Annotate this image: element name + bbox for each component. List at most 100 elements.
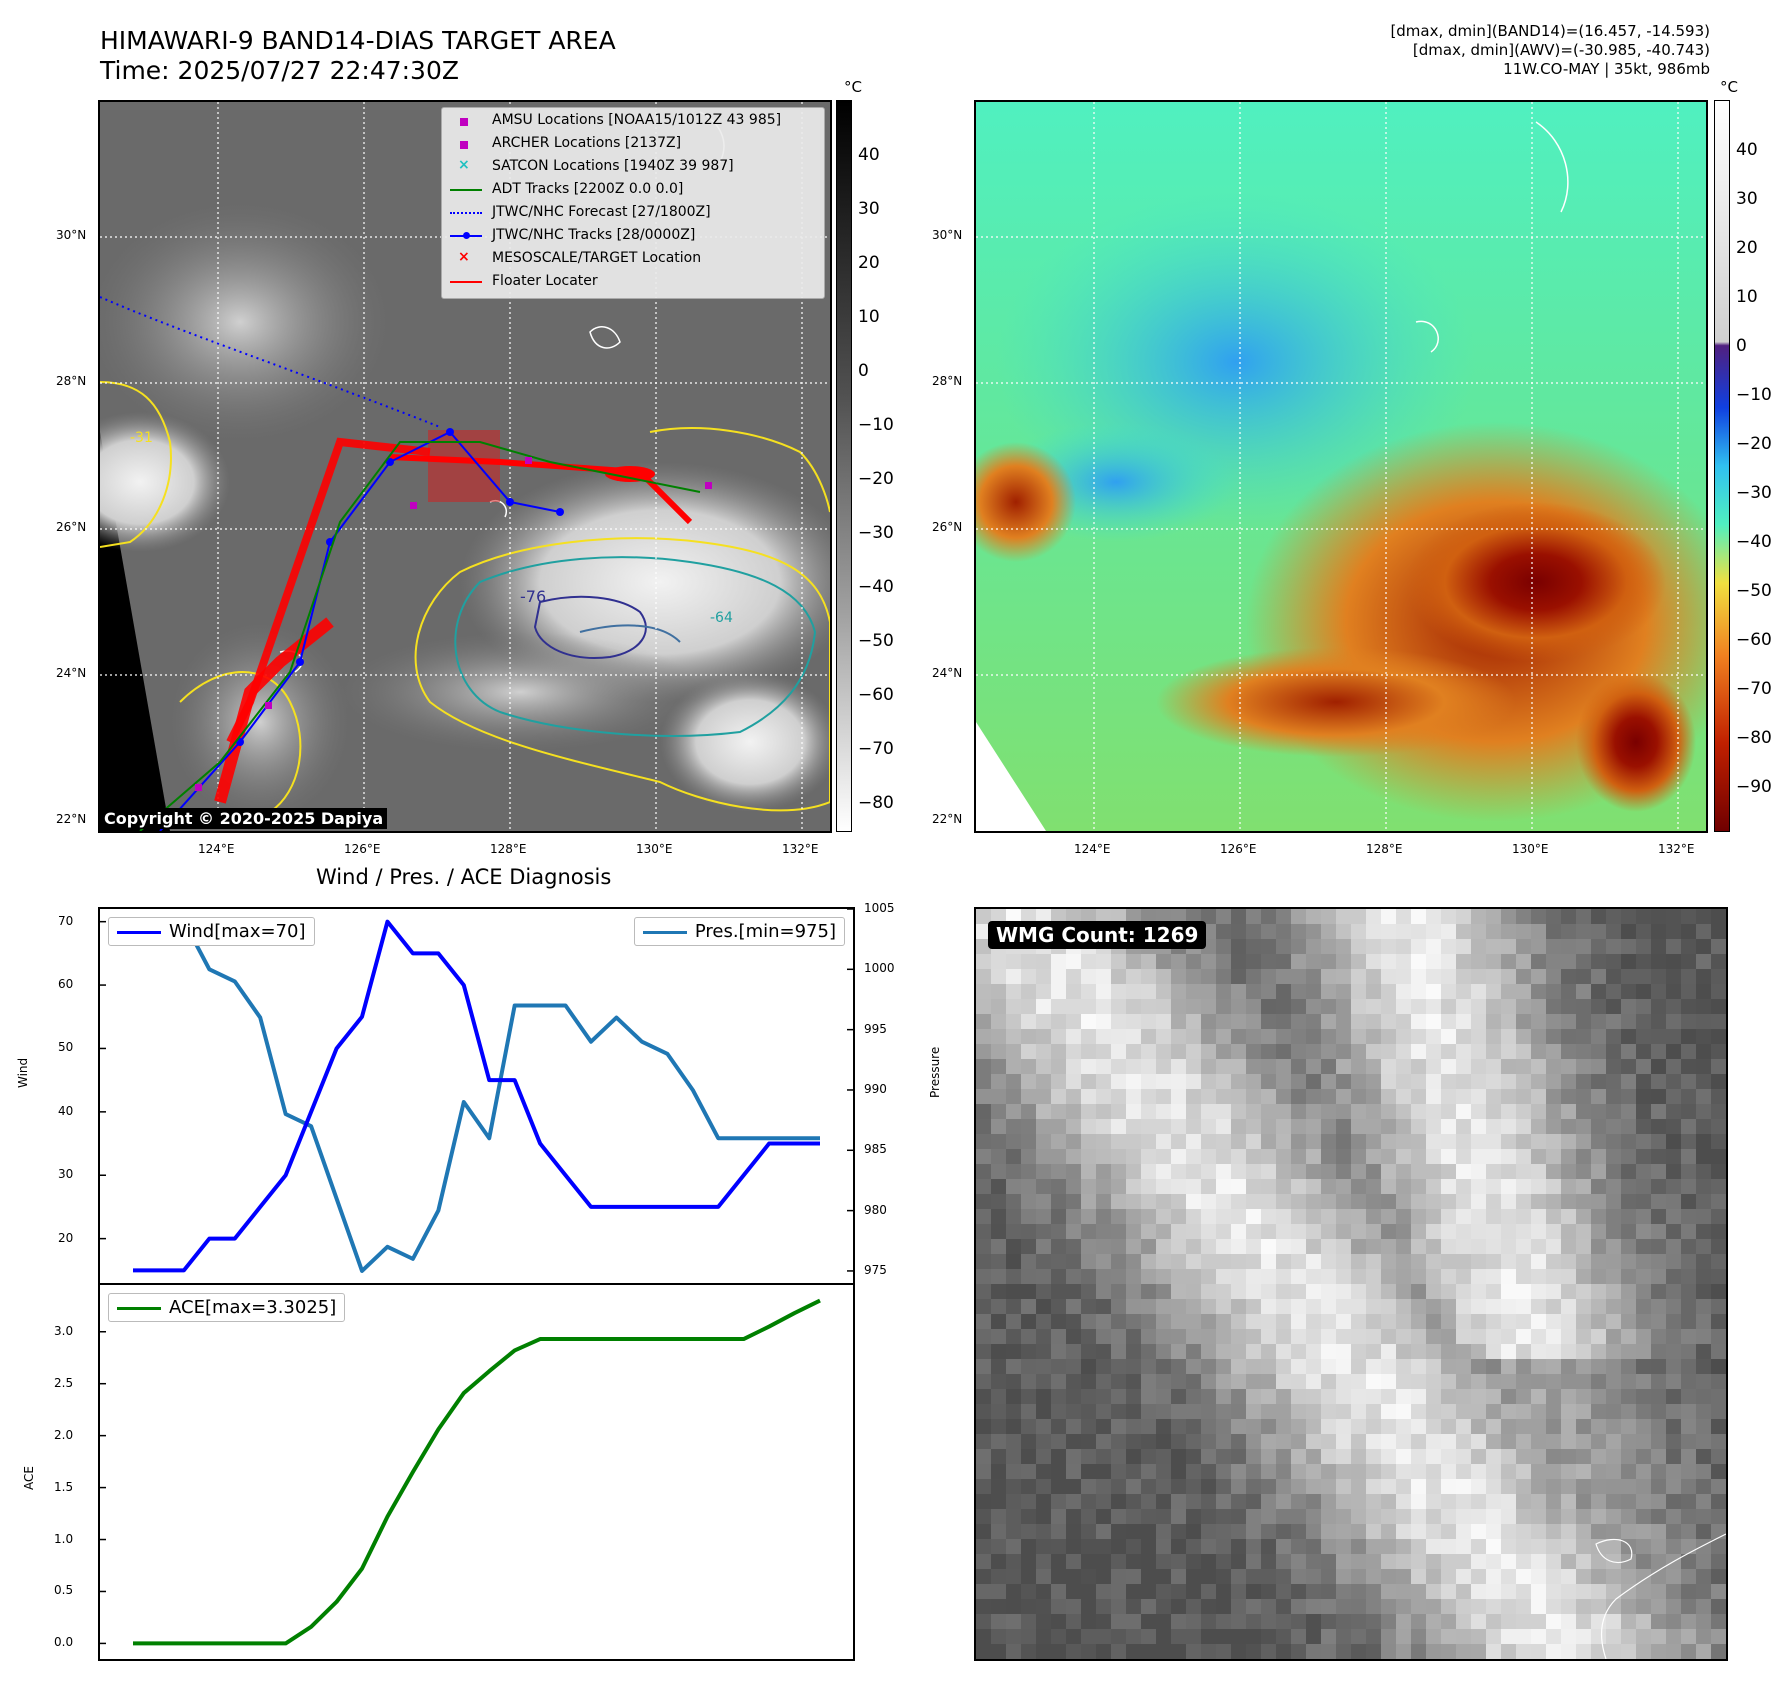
wind-legend: Wind[max=70] (108, 917, 315, 946)
legend-label: Floater Locater (492, 273, 598, 289)
colorbar-tick: 20 (1736, 238, 1758, 258)
island-coastline (1415, 320, 1439, 353)
colorbar-tick: −10 (1736, 385, 1772, 405)
wind-series-line (133, 919, 820, 1273)
wind-tick: 40 (58, 1103, 74, 1118)
island-coastline (1595, 1533, 1726, 1659)
lon-label: 126°E (344, 842, 381, 856)
colorbar-unit: °C (1720, 78, 1738, 96)
colorbar-tick: 20 (858, 253, 880, 273)
legend-symbol-track-dot (463, 232, 470, 239)
ace-axis-label: ACE (22, 1466, 36, 1490)
wmg-pixel-grid (976, 909, 1726, 1659)
colorbar-tick: −70 (1736, 679, 1772, 699)
wmg-count-badge: WMG Count: 1269 (988, 921, 1207, 949)
legend-symbol-floater (450, 281, 482, 283)
amsu-archer-points (195, 457, 712, 791)
contour-label: -31 (130, 430, 153, 446)
colorbar-tick: −30 (1736, 483, 1772, 503)
pressure-tick: 980 (864, 1202, 887, 1217)
contour-label: -76 (520, 587, 546, 606)
colorbar-tick: −10 (858, 415, 894, 435)
legend-symbol-amsu (460, 118, 468, 126)
contour-yellow (414, 537, 830, 812)
storm-core (1406, 502, 1666, 662)
colorbar-tick: 40 (1736, 140, 1758, 160)
colorbar-tick: −60 (1736, 630, 1772, 650)
pressure-legend: Pres.[min=975] (633, 917, 845, 946)
island-coastline (589, 326, 621, 349)
ace-tick: 3.0 (54, 1323, 74, 1338)
pressure-legend-label: Pres.[min=975] (694, 921, 836, 942)
colorbar-tick: −50 (1736, 581, 1772, 601)
wind-pressure-chart: Wind[max=70] Pres.[min=975] (98, 907, 855, 1285)
title-line-1: HIMAWARI-9 BAND14-DIAS TARGET AREA (100, 26, 616, 55)
storm-core (1576, 672, 1696, 812)
legend-label: JTWC/NHC Tracks [28/0000Z] (492, 227, 696, 243)
enhanced-colorbar (1714, 100, 1730, 832)
colorbar-tick: −90 (1736, 777, 1772, 797)
ace-tick: 1.5 (54, 1479, 74, 1494)
lat-label: 28°N (56, 374, 87, 388)
lat-label: 30°N (932, 228, 963, 242)
lon-label: 132°E (1658, 842, 1695, 856)
colorbar-tick: −20 (858, 469, 894, 489)
colorbar-tick: 30 (858, 199, 880, 219)
wind-tick: 70 (58, 913, 74, 928)
target-area-box (428, 430, 500, 502)
diagnosis-title: Wind / Pres. / ACE Diagnosis (316, 865, 612, 889)
ace-legend-line (117, 1307, 161, 1310)
ace-legend: ACE[max=3.3025] (108, 1293, 346, 1322)
enhanced-ir-panel (974, 100, 1708, 833)
wind-tick: 50 (58, 1040, 74, 1055)
lon-label: 128°E (490, 842, 527, 856)
ir-colorbar (836, 100, 852, 832)
colorbar-tick: 10 (1736, 287, 1758, 307)
lon-label: 130°E (1512, 842, 1549, 856)
adt-track (139, 441, 701, 831)
colorbar-tick: −30 (858, 523, 894, 543)
lat-label: 28°N (932, 374, 963, 388)
colorbar-tick: −70 (858, 739, 894, 759)
colorbar-tick: 10 (858, 307, 880, 327)
colorbar-tick: −80 (1736, 728, 1772, 748)
lat-label: 24°N (56, 666, 87, 680)
ace-tick: 2.5 (54, 1375, 74, 1390)
cloud-area (100, 412, 230, 552)
ace-tick: 2.0 (54, 1427, 74, 1442)
colorbar-tick: −40 (858, 577, 894, 597)
wmg-panel: WMG Count: 1269 (974, 907, 1728, 1661)
pressure-series-line (133, 919, 820, 1273)
wind-tick: 30 (58, 1167, 74, 1182)
no-data-wedge (976, 722, 1046, 831)
colorbar-tick: 40 (858, 145, 880, 165)
map-gridlines (976, 102, 1706, 831)
mesoscale-target-location (605, 466, 655, 482)
legend-symbol-archer (460, 141, 468, 149)
legend-label: AMSU Locations [NOAA15/1012Z 43 985] (492, 112, 782, 128)
title-line-2: Time: 2025/07/27 22:47:30Z (100, 56, 459, 85)
wind-tick: 20 (58, 1230, 74, 1245)
contour-navy (533, 595, 647, 659)
info-line-1: [dmax, dmin](BAND14)=(16.457, -14.593) (1390, 22, 1710, 40)
jtwc-nhc-track (159, 430, 561, 831)
lat-label: 22°N (932, 812, 963, 826)
wind-tick: 60 (58, 977, 74, 992)
copyright-badge: Copyright © 2020-2025 Dapiya (100, 808, 388, 829)
lat-label: 26°N (932, 520, 963, 534)
colorbar-tick: −20 (1736, 434, 1772, 454)
lat-label: 26°N (56, 520, 87, 534)
colorbar-tick: −50 (858, 631, 894, 651)
legend-label: JTWC/NHC Forecast [27/1800Z] (492, 204, 711, 220)
contour-teal (454, 556, 817, 737)
lon-label: 130°E (636, 842, 673, 856)
lon-label: 124°E (1074, 842, 1111, 856)
wind-legend-line (117, 931, 161, 934)
pressure-tick: 985 (864, 1142, 887, 1157)
info-line-3: 11W.CO-MAY | 35kt, 986mb (1503, 60, 1710, 78)
ace-series-line (133, 1298, 821, 1646)
ace-tick: 1.0 (54, 1531, 74, 1546)
island-coastline (1535, 121, 1569, 213)
colorbar-unit: °C (844, 78, 862, 96)
legend-symbol-target: × (458, 249, 470, 265)
